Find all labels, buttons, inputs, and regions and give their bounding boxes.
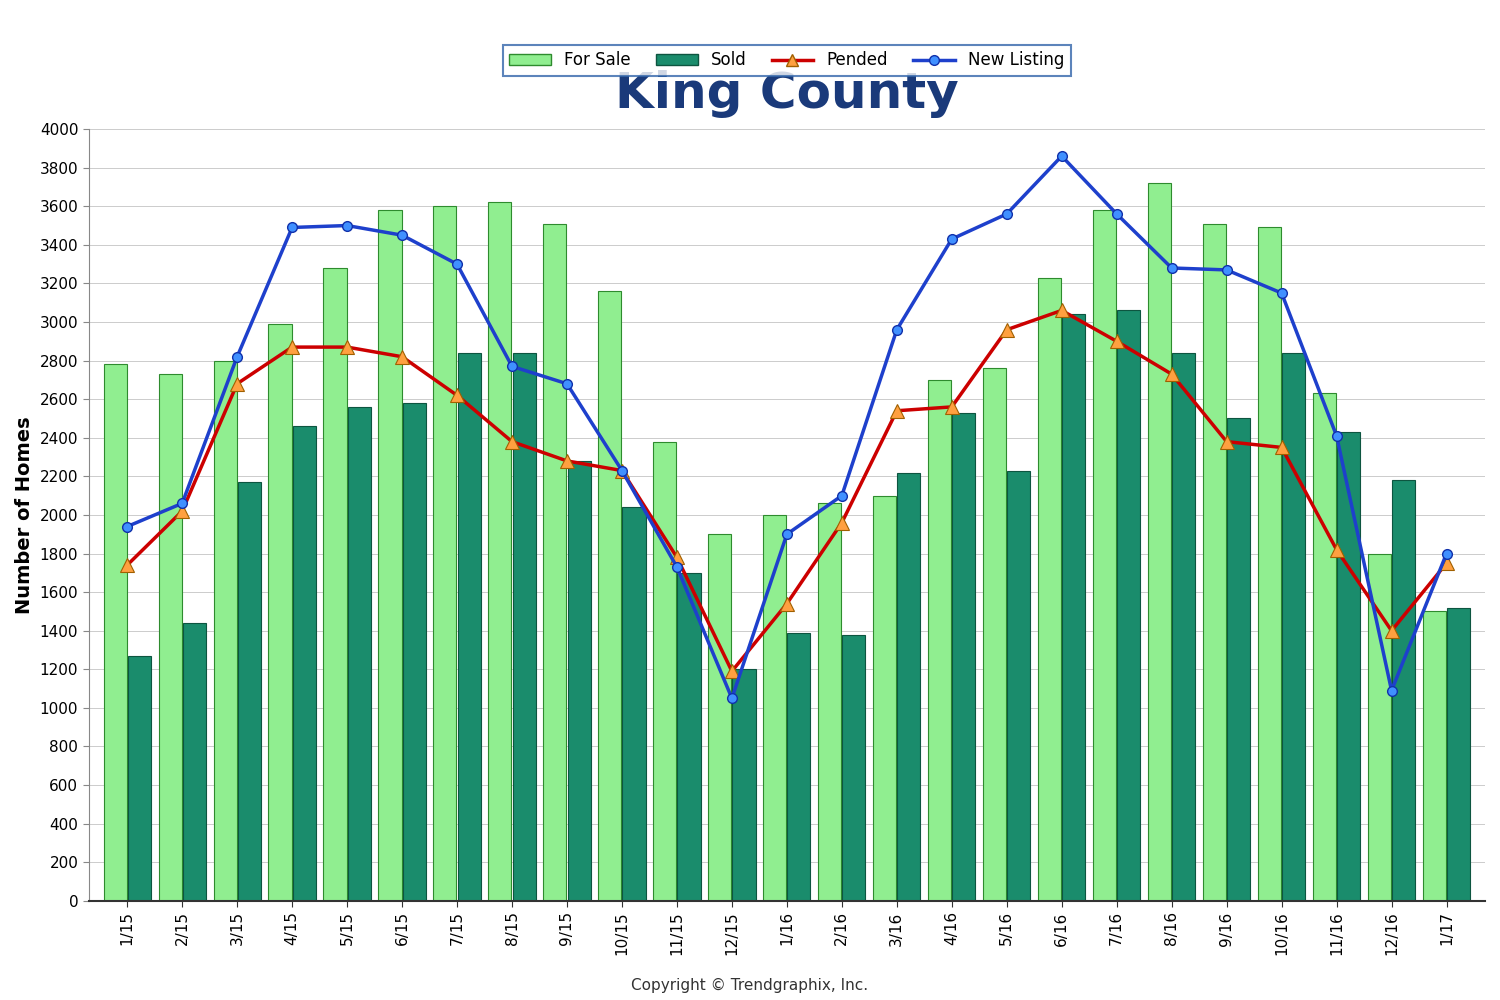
Bar [292, 426, 316, 901]
Bar [818, 503, 842, 901]
Bar [1336, 432, 1360, 901]
Bar [788, 633, 810, 901]
Bar [928, 380, 951, 901]
Bar [1392, 480, 1414, 901]
Bar [348, 407, 370, 901]
Bar [982, 368, 1006, 901]
Bar [1312, 393, 1336, 901]
Bar [1094, 210, 1116, 901]
Bar [1258, 227, 1281, 901]
Bar [1008, 471, 1031, 901]
Bar [873, 496, 897, 901]
Bar [324, 268, 346, 901]
Bar [128, 656, 152, 901]
Bar [433, 206, 456, 901]
Bar [1203, 224, 1225, 901]
Bar [1038, 278, 1060, 901]
Bar [213, 361, 237, 901]
Bar [1282, 353, 1305, 901]
Bar [1227, 418, 1251, 901]
Bar [598, 291, 621, 901]
Bar [952, 413, 975, 901]
Bar [764, 515, 786, 901]
Bar [622, 507, 645, 901]
Bar [489, 202, 512, 901]
Text: Copyright © Trendgraphix, Inc.: Copyright © Trendgraphix, Inc. [632, 978, 868, 993]
Bar [1062, 314, 1086, 901]
Bar [402, 403, 426, 901]
Bar [654, 442, 676, 901]
Bar [1118, 310, 1140, 901]
Bar [378, 210, 402, 901]
Bar [843, 635, 866, 901]
Title: King County: King County [615, 70, 958, 118]
Bar [1424, 611, 1446, 901]
Bar [897, 473, 921, 901]
Bar [1368, 554, 1390, 901]
Legend: For Sale, Sold, Pended, New Listing: For Sale, Sold, Pended, New Listing [503, 45, 1071, 76]
Bar [732, 669, 756, 901]
Bar [678, 573, 700, 901]
Bar [1448, 608, 1470, 901]
Bar [1148, 183, 1172, 901]
Bar [567, 461, 591, 901]
Bar [268, 324, 291, 901]
Bar [458, 353, 480, 901]
Bar [183, 623, 206, 901]
Bar [237, 482, 261, 901]
Bar [543, 224, 567, 901]
Bar [1172, 353, 1196, 901]
Bar [159, 374, 182, 901]
Bar [104, 364, 126, 901]
Y-axis label: Number of Homes: Number of Homes [15, 416, 34, 614]
Bar [708, 534, 732, 901]
Bar [513, 353, 535, 901]
